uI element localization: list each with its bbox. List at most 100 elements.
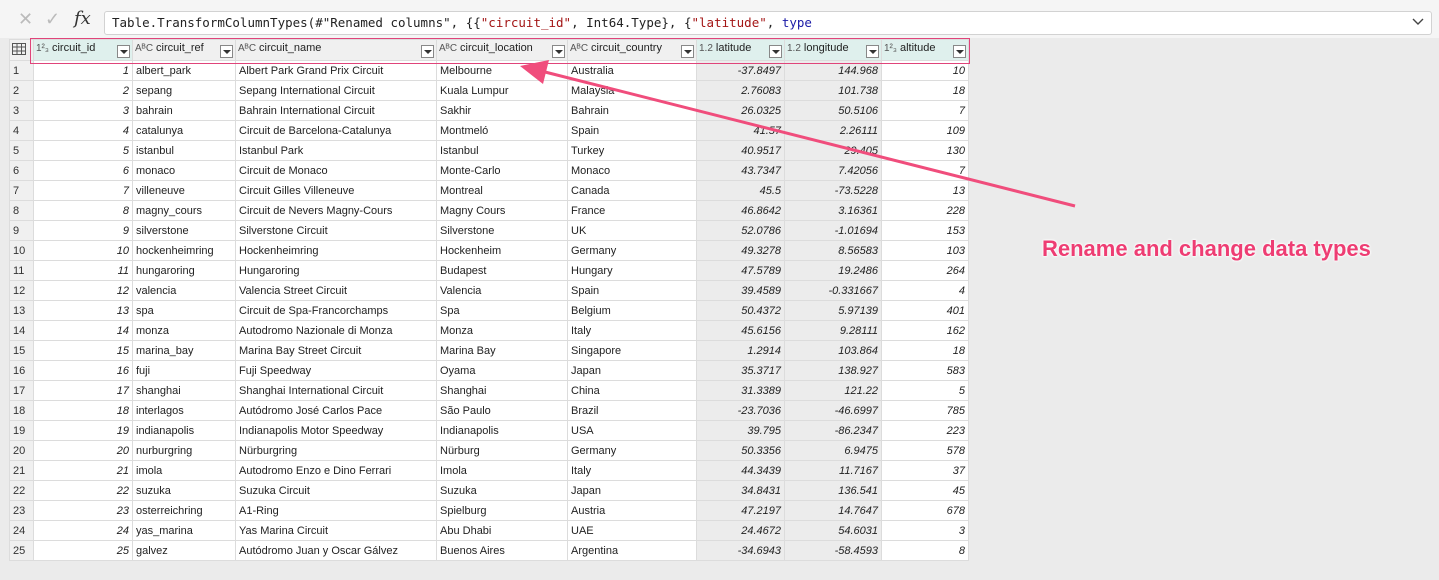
cell-longitude[interactable]: 7.42056 xyxy=(784,160,882,181)
cell-altitude[interactable]: 130 xyxy=(881,140,969,161)
cell-circuit_location[interactable]: Nürburg xyxy=(436,440,568,461)
cell-circuit_id[interactable]: 9 xyxy=(33,220,133,241)
cell-circuit_id[interactable]: 25 xyxy=(33,540,133,561)
column-filter-dropdown-icon[interactable] xyxy=(769,45,782,58)
column-type-icon[interactable]: AᴮC xyxy=(135,43,154,54)
cell-latitude[interactable]: 45.5 xyxy=(696,180,785,201)
row-number[interactable]: 3 xyxy=(9,100,34,121)
cell-latitude[interactable]: 44.3439 xyxy=(696,460,785,481)
cell-circuit_country[interactable]: China xyxy=(567,380,697,401)
cell-circuit_location[interactable]: Magny Cours xyxy=(436,200,568,221)
column-type-icon[interactable]: AᴮC xyxy=(238,43,257,54)
cell-circuit_name[interactable]: Indianapolis Motor Speedway xyxy=(235,420,437,441)
cell-latitude[interactable]: 2.76083 xyxy=(696,80,785,101)
cell-circuit_id[interactable]: 4 xyxy=(33,120,133,141)
cell-latitude[interactable]: 50.3356 xyxy=(696,440,785,461)
cell-circuit_location[interactable]: Suzuka xyxy=(436,480,568,501)
cell-circuit_ref[interactable]: osterreichring xyxy=(132,500,236,521)
cell-circuit_location[interactable]: Montmeló xyxy=(436,120,568,141)
cell-circuit_country[interactable]: Monaco xyxy=(567,160,697,181)
cell-circuit_id[interactable]: 22 xyxy=(33,480,133,501)
cell-circuit_id[interactable]: 14 xyxy=(33,320,133,341)
cell-altitude[interactable]: 103 xyxy=(881,240,969,261)
cell-circuit_ref[interactable]: hockenheimring xyxy=(132,240,236,261)
column-type-icon[interactable]: 1²₃ xyxy=(884,43,897,54)
cell-circuit_location[interactable]: Silverstone xyxy=(436,220,568,241)
row-number[interactable]: 4 xyxy=(9,120,34,141)
cell-longitude[interactable]: -58.4593 xyxy=(784,540,882,561)
cell-circuit_id[interactable]: 2 xyxy=(33,80,133,101)
column-header-1[interactable]: AᴮC circuit_ref xyxy=(132,39,236,61)
cell-circuit_name[interactable]: Circuit de Nevers Magny-Cours xyxy=(235,200,437,221)
cell-circuit_country[interactable]: Italy xyxy=(567,320,697,341)
cell-circuit_country[interactable]: Austria xyxy=(567,500,697,521)
cell-longitude[interactable]: 121.22 xyxy=(784,380,882,401)
cell-circuit_country[interactable]: Germany xyxy=(567,240,697,261)
cell-circuit_name[interactable]: Albert Park Grand Prix Circuit xyxy=(235,60,437,81)
cell-circuit_ref[interactable]: indianapolis xyxy=(132,420,236,441)
cell-circuit_id[interactable]: 10 xyxy=(33,240,133,261)
cell-circuit_name[interactable]: Autodromo Nazionale di Monza xyxy=(235,320,437,341)
row-number[interactable]: 8 xyxy=(9,200,34,221)
cell-circuit_name[interactable]: Circuit Gilles Villeneuve xyxy=(235,180,437,201)
cell-latitude[interactable]: -23.7036 xyxy=(696,400,785,421)
cell-latitude[interactable]: 24.4672 xyxy=(696,520,785,541)
cell-circuit_country[interactable]: USA xyxy=(567,420,697,441)
cell-circuit_name[interactable]: Shanghai International Circuit xyxy=(235,380,437,401)
cell-circuit_country[interactable]: Belgium xyxy=(567,300,697,321)
column-filter-dropdown-icon[interactable] xyxy=(552,45,565,58)
cell-circuit_country[interactable]: Spain xyxy=(567,280,697,301)
cell-circuit_ref[interactable]: imola xyxy=(132,460,236,481)
cell-circuit_location[interactable]: Monza xyxy=(436,320,568,341)
column-filter-dropdown-icon[interactable] xyxy=(117,45,130,58)
cell-latitude[interactable]: 41.57 xyxy=(696,120,785,141)
cell-longitude[interactable]: 136.541 xyxy=(784,480,882,501)
cell-circuit_id[interactable]: 17 xyxy=(33,380,133,401)
table-select-all-icon[interactable] xyxy=(9,39,34,61)
cell-altitude[interactable]: 153 xyxy=(881,220,969,241)
cell-circuit_ref[interactable]: spa xyxy=(132,300,236,321)
cell-circuit_id[interactable]: 12 xyxy=(33,280,133,301)
cell-altitude[interactable]: 583 xyxy=(881,360,969,381)
cell-circuit_ref[interactable]: suzuka xyxy=(132,480,236,501)
cell-circuit_location[interactable]: Sakhir xyxy=(436,100,568,121)
cell-longitude[interactable]: -1.01694 xyxy=(784,220,882,241)
row-number[interactable]: 23 xyxy=(9,500,34,521)
cell-circuit_ref[interactable]: galvez xyxy=(132,540,236,561)
cell-circuit_name[interactable]: Autodromo Enzo e Dino Ferrari xyxy=(235,460,437,481)
cell-latitude[interactable]: 50.4372 xyxy=(696,300,785,321)
cell-circuit_ref[interactable]: albert_park xyxy=(132,60,236,81)
cell-longitude[interactable]: 9.28111 xyxy=(784,320,882,341)
cell-circuit_country[interactable]: Japan xyxy=(567,480,697,501)
cell-circuit_ref[interactable]: interlagos xyxy=(132,400,236,421)
cell-circuit_name[interactable]: Yas Marina Circuit xyxy=(235,520,437,541)
cell-longitude[interactable]: 101.738 xyxy=(784,80,882,101)
cell-circuit_name[interactable]: Sepang International Circuit xyxy=(235,80,437,101)
cell-altitude[interactable]: 578 xyxy=(881,440,969,461)
cell-longitude[interactable]: 138.927 xyxy=(784,360,882,381)
cell-circuit_country[interactable]: Bahrain xyxy=(567,100,697,121)
column-header-4[interactable]: AᴮC circuit_country xyxy=(567,39,697,61)
row-number[interactable]: 20 xyxy=(9,440,34,461)
cell-circuit_country[interactable]: UAE xyxy=(567,520,697,541)
cell-circuit_country[interactable]: Brazil xyxy=(567,400,697,421)
cell-circuit_name[interactable]: Hungaroring xyxy=(235,260,437,281)
column-type-icon[interactable]: 1.2 xyxy=(787,43,801,54)
row-number[interactable]: 7 xyxy=(9,180,34,201)
cell-altitude[interactable]: 3 xyxy=(881,520,969,541)
chevron-down-icon[interactable] xyxy=(1411,14,1425,28)
cell-altitude[interactable]: 223 xyxy=(881,420,969,441)
check-icon[interactable]: ✓ xyxy=(45,9,61,29)
cell-longitude[interactable]: 54.6031 xyxy=(784,520,882,541)
cell-circuit_ref[interactable]: catalunya xyxy=(132,120,236,141)
cell-circuit_name[interactable]: Hockenheimring xyxy=(235,240,437,261)
cell-longitude[interactable]: 6.9475 xyxy=(784,440,882,461)
cell-latitude[interactable]: 45.6156 xyxy=(696,320,785,341)
cell-longitude[interactable]: 19.2486 xyxy=(784,260,882,281)
cell-longitude[interactable]: 103.864 xyxy=(784,340,882,361)
cell-circuit_ref[interactable]: nurburgring xyxy=(132,440,236,461)
cell-circuit_ref[interactable]: shanghai xyxy=(132,380,236,401)
column-type-icon[interactable]: 1.2 xyxy=(699,43,713,54)
cell-altitude[interactable]: 8 xyxy=(881,540,969,561)
cell-altitude[interactable]: 10 xyxy=(881,60,969,81)
